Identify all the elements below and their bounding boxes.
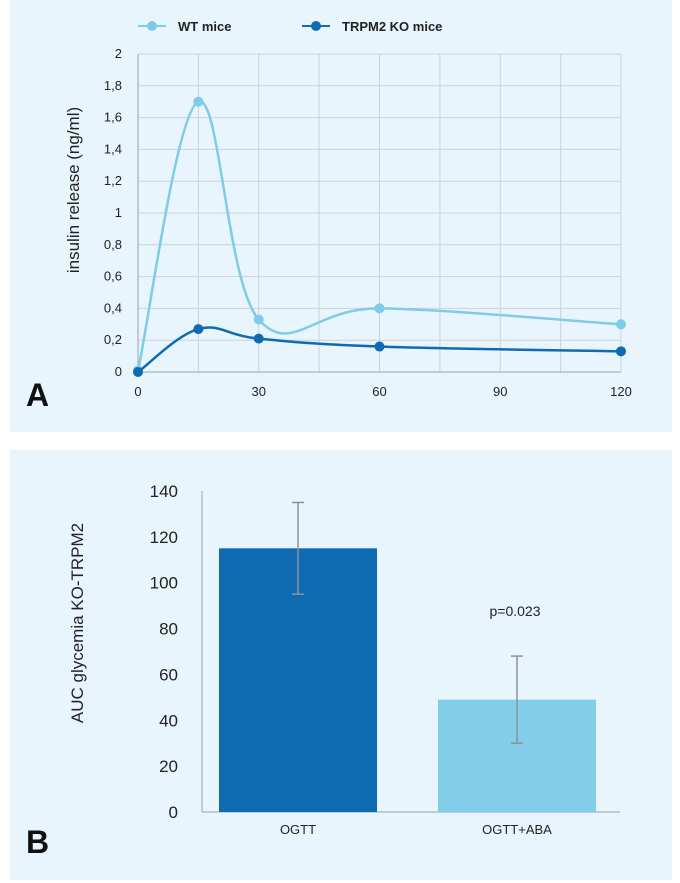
x-tick-label: 120: [610, 384, 632, 399]
panel-a: 0 0,2 0,4 0,6 0,8 1 1,2 1,4 1,6 1,8 2 0 30 60 90 120 WT…: [10, 0, 672, 432]
y-tick-label: 1: [115, 205, 122, 220]
y-tick-label: 0: [115, 364, 122, 379]
line-chart: 0 0,2 0,4 0,6 0,8 1 1,2 1,4 1,6 1,8 2 0 30 60 90 120 WT…: [26, 19, 632, 413]
category-label: OGTT: [280, 822, 316, 837]
data-point: [616, 346, 626, 357]
tick-labels: 0 0,2 0,4 0,6 0,8 1 1,2 1,4 1,6 1,8 2 0 30 60 90 120: [104, 46, 632, 399]
y-tick-label: 0,8: [104, 237, 122, 252]
y-axis-label: insulin release (ng/ml): [64, 107, 83, 273]
y-tick-label: 60: [159, 665, 178, 684]
series-line-0: [136, 100, 622, 371]
p-value-annotation: p=0.023: [490, 603, 541, 619]
y-tick-label: 1,6: [104, 110, 122, 125]
tick-labels: 0 20 40 60 80 100 120 140 OGTT OGTT+ABA: [150, 482, 553, 837]
y-tick-label: 1,8: [104, 78, 122, 93]
data-point: [374, 341, 385, 352]
series-line-1: [137, 326, 622, 374]
data-point: [616, 319, 626, 330]
legend-label: TRPM2 KO mice: [342, 19, 442, 34]
x-tick-label: 60: [372, 384, 386, 399]
data-point: [193, 96, 204, 107]
series-group: [133, 96, 626, 377]
y-tick-label: 0,2: [104, 332, 122, 347]
data-point: [374, 303, 385, 314]
data-point: [253, 314, 264, 325]
legend: WT mice TRPM2 KO mice: [138, 19, 442, 34]
bar-chart: 0 20 40 60 80 100 120 140 OGTT OGTT+ABA AUC glyce…: [26, 482, 620, 860]
x-tick-label: 30: [252, 384, 266, 399]
y-tick-label: 100: [150, 574, 178, 593]
y-tick-label: 120: [150, 528, 178, 547]
y-tick-label: 80: [159, 620, 178, 639]
x-tick-label: 90: [493, 384, 507, 399]
y-tick-label: 1,4: [104, 141, 122, 156]
data-point: [193, 324, 204, 335]
data-point: [253, 333, 264, 344]
legend-swatch-marker: [311, 21, 321, 31]
y-tick-label: 1,2: [104, 173, 122, 188]
bars: [219, 501, 596, 812]
y-tick-label: 0,4: [104, 300, 122, 315]
grid: [137, 53, 622, 373]
y-tick-label: 40: [159, 711, 178, 730]
legend-label: WT mice: [178, 19, 231, 34]
y-tick-label: 0: [169, 803, 178, 822]
y-axis-label: AUC glycemia KO-TRPM2: [68, 523, 87, 723]
axes: [137, 54, 621, 373]
data-point: [133, 367, 143, 377]
panel-b: 0 20 40 60 80 100 120 140 OGTT OGTT+ABA AUC glyce…: [10, 450, 672, 880]
panel-label-b: B: [26, 824, 49, 860]
x-tick-label: 0: [134, 384, 141, 399]
category-label: OGTT+ABA: [482, 822, 552, 837]
y-tick-label: 20: [159, 757, 178, 776]
panel-label-a: A: [26, 377, 49, 413]
y-tick-label: 0,6: [104, 269, 122, 284]
y-tick-label: 2: [115, 46, 122, 61]
y-tick-label: 140: [150, 482, 178, 501]
legend-swatch-marker: [147, 21, 157, 31]
